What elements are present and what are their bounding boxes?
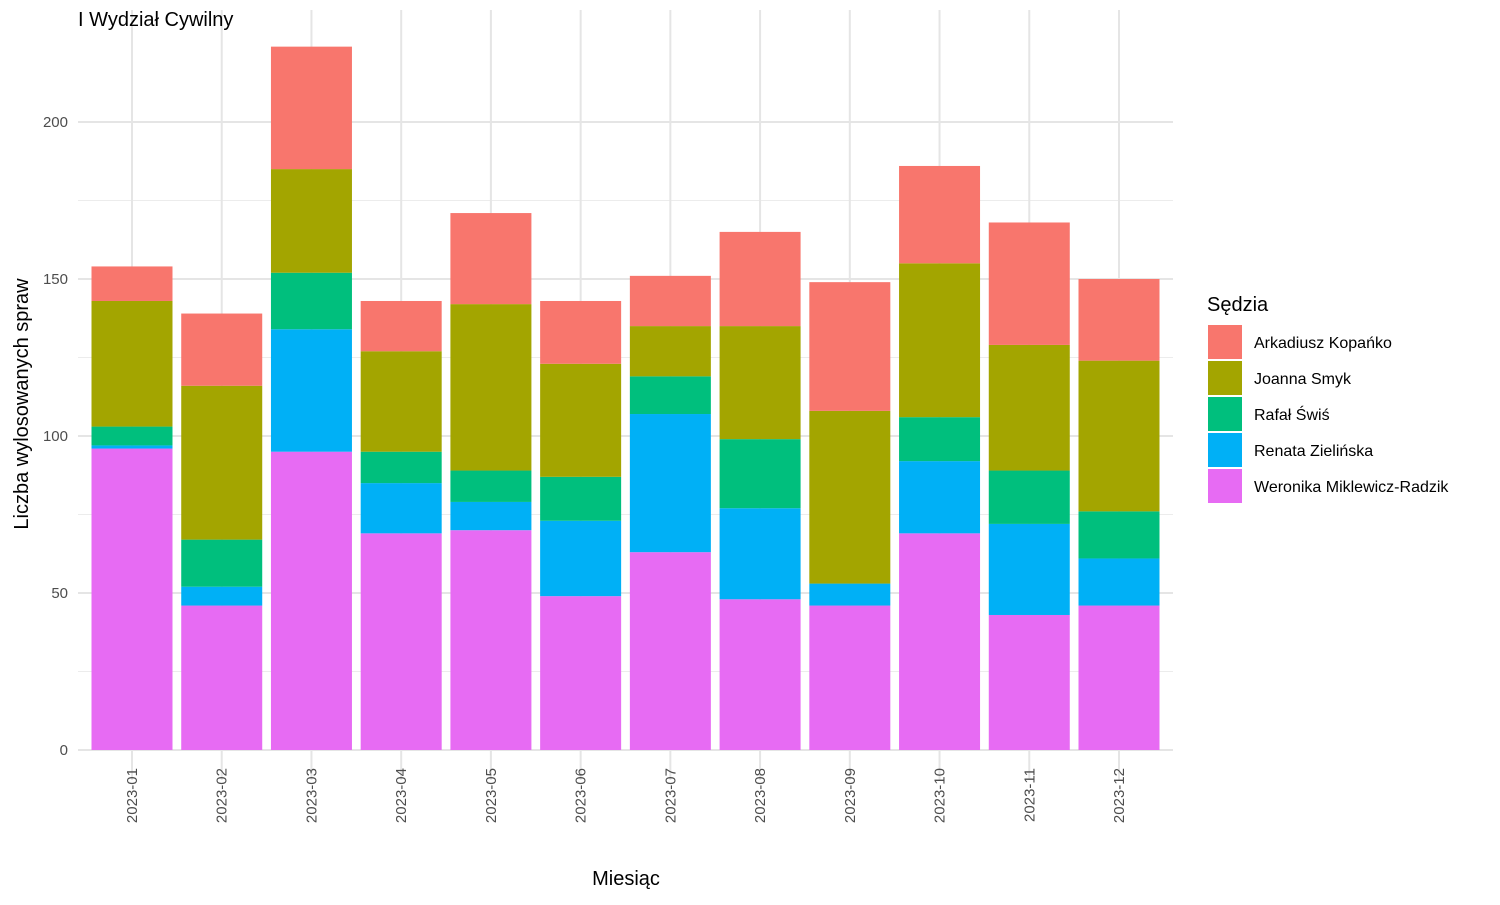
bar-segment <box>91 426 173 446</box>
bar-segment <box>809 410 891 584</box>
y-tick-label: 0 <box>60 742 68 759</box>
bar-segment <box>270 272 352 330</box>
bar-segment <box>988 344 1070 471</box>
bar-segment <box>91 445 173 449</box>
bar-segment <box>181 586 263 606</box>
bar-segment <box>450 470 532 502</box>
y-tick-label: 150 <box>43 271 68 288</box>
bar-segment <box>270 329 352 452</box>
bar-segment <box>719 508 801 600</box>
bar-segment <box>899 165 981 264</box>
bar-segment <box>629 326 711 377</box>
bar-segment <box>1078 511 1160 559</box>
bar-segment <box>540 596 622 750</box>
legend-items: Arkadiusz Kopańko Joanna Smyk Rafał Świś Re… <box>1208 325 1449 503</box>
x-tick-label: 2023-12 <box>1111 768 1128 823</box>
x-tick-label: 2023-03 <box>303 768 320 823</box>
bar-segment <box>629 552 711 750</box>
bar-segment <box>719 231 801 327</box>
x-tick-label: 2023-08 <box>752 768 769 823</box>
bar-segment <box>91 300 173 427</box>
bar-segment <box>719 439 801 509</box>
chart-title: I Wydział Cywilny <box>78 9 233 31</box>
bar-segment <box>450 304 532 471</box>
x-tick-label: 2023-11 <box>1021 768 1038 822</box>
bar-segment <box>988 222 1070 345</box>
bar-segment <box>899 417 981 462</box>
x-tick-label: 2023-04 <box>393 768 410 823</box>
bar-segment <box>270 46 352 170</box>
bar-segment <box>540 363 622 477</box>
legend-label: Renata Zielińska <box>1254 443 1373 460</box>
bar-segment <box>181 385 263 540</box>
x-tick-label: 2023-10 <box>932 768 949 823</box>
bar-segment <box>450 530 532 750</box>
bar-segment <box>899 533 981 750</box>
bar-segment <box>988 470 1070 524</box>
bar-segment <box>360 483 442 534</box>
bar-segment <box>540 520 622 597</box>
bar-segment <box>899 263 981 418</box>
legend-label: Arkadiusz Kopańko <box>1254 335 1392 352</box>
x-tick-label: 2023-05 <box>483 768 500 823</box>
legend-swatch <box>1208 397 1242 431</box>
legend-label: Joanna Smyk <box>1254 371 1352 388</box>
legend-label: Weronika Miklewicz-Radzik <box>1254 479 1449 496</box>
bar-segment <box>719 326 801 440</box>
x-tick-label: 2023-07 <box>662 768 679 823</box>
bar-segment <box>809 605 891 750</box>
bar-segment <box>181 313 263 386</box>
y-tick-label: 200 <box>43 114 68 131</box>
bar-segment <box>988 614 1070 750</box>
legend-swatch <box>1208 433 1242 467</box>
bar-segment <box>899 461 981 534</box>
bar-segment <box>1078 279 1160 361</box>
legend-title: Sędzia <box>1207 294 1269 316</box>
legend-label: Rafał Świś <box>1254 405 1330 424</box>
legend-swatch <box>1208 469 1242 503</box>
bar-segment <box>988 523 1070 615</box>
bar-segment <box>91 266 173 301</box>
bar-segment <box>270 451 352 750</box>
bar-segment <box>809 282 891 411</box>
bar-segment <box>540 476 622 521</box>
bar-segment <box>270 169 352 273</box>
bar-segment <box>629 414 711 553</box>
bar-segment <box>1078 558 1160 606</box>
legend-swatch <box>1208 325 1242 359</box>
bar-segment <box>360 300 442 352</box>
bars-layer <box>91 46 1160 750</box>
bar-segment <box>1078 605 1160 750</box>
legend-swatch <box>1208 361 1242 395</box>
x-tick-label: 2023-01 <box>124 768 141 823</box>
bar-segment <box>360 351 442 452</box>
y-tick-label: 50 <box>51 585 68 602</box>
x-tick-label: 2023-09 <box>842 768 859 823</box>
bar-segment <box>450 501 532 531</box>
y-axis-title: Liczba wylosowanych spraw <box>11 278 33 530</box>
legend: Sędzia Arkadiusz Kopańko Joanna Smyk Rafał… <box>1207 294 1449 503</box>
bar-segment <box>360 451 442 484</box>
bar-segment <box>809 583 891 606</box>
bar-segment <box>450 213 532 305</box>
bar-segment <box>629 376 711 415</box>
y-tick-label: 100 <box>43 428 68 445</box>
x-tick-label: 2023-02 <box>214 768 231 823</box>
bar-segment <box>540 300 622 364</box>
bar-segment <box>360 533 442 750</box>
bar-segment <box>91 448 173 750</box>
bar-segment <box>1078 360 1160 512</box>
bar-segment <box>629 275 711 327</box>
bar-segment <box>181 605 263 750</box>
x-tick-label: 2023-06 <box>573 768 590 823</box>
bar-segment <box>719 599 801 750</box>
axes-layer: 0 50 100 150 200 2023-01 2023-02 2023-03 2023-04… <box>43 114 1128 823</box>
bar-segment <box>181 539 263 587</box>
x-axis-title: Miesiąc <box>592 868 660 890</box>
